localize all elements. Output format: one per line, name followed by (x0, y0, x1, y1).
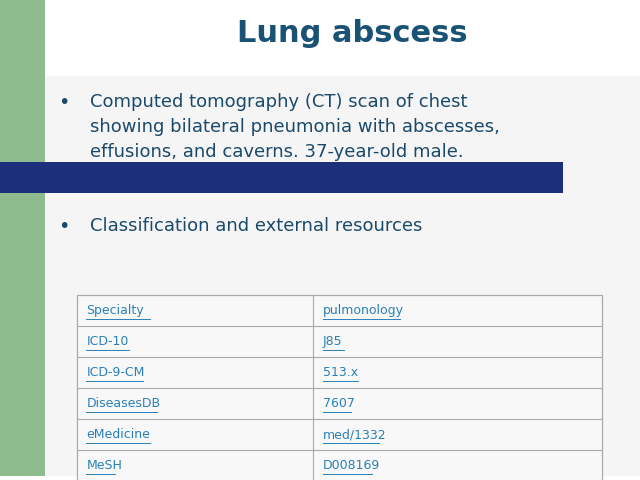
Text: 513.x: 513.x (323, 366, 358, 379)
Text: Computed tomography (CT) scan of chest
showing bilateral pneumonia with abscesse: Computed tomography (CT) scan of chest s… (90, 93, 499, 161)
Text: eMedicine: eMedicine (86, 428, 150, 441)
Text: D008169: D008169 (323, 459, 380, 472)
Text: •: • (58, 93, 70, 112)
Text: 7607: 7607 (323, 397, 355, 410)
FancyBboxPatch shape (45, 0, 640, 476)
Text: ICD-10: ICD-10 (86, 335, 129, 348)
Text: Lung abscess: Lung abscess (237, 19, 467, 48)
FancyBboxPatch shape (77, 295, 602, 480)
Text: med/1332: med/1332 (323, 428, 386, 441)
Text: DiseasesDB: DiseasesDB (86, 397, 161, 410)
FancyBboxPatch shape (0, 162, 563, 193)
Text: J85: J85 (323, 335, 342, 348)
Text: •: • (58, 216, 70, 236)
FancyBboxPatch shape (45, 0, 640, 76)
Text: pulmonology: pulmonology (323, 304, 404, 317)
FancyBboxPatch shape (0, 0, 45, 476)
Text: Specialty: Specialty (86, 304, 144, 317)
Text: MeSH: MeSH (86, 459, 122, 472)
Text: Classification and external resources: Classification and external resources (90, 216, 422, 235)
Text: ICD-9-CM: ICD-9-CM (86, 366, 145, 379)
